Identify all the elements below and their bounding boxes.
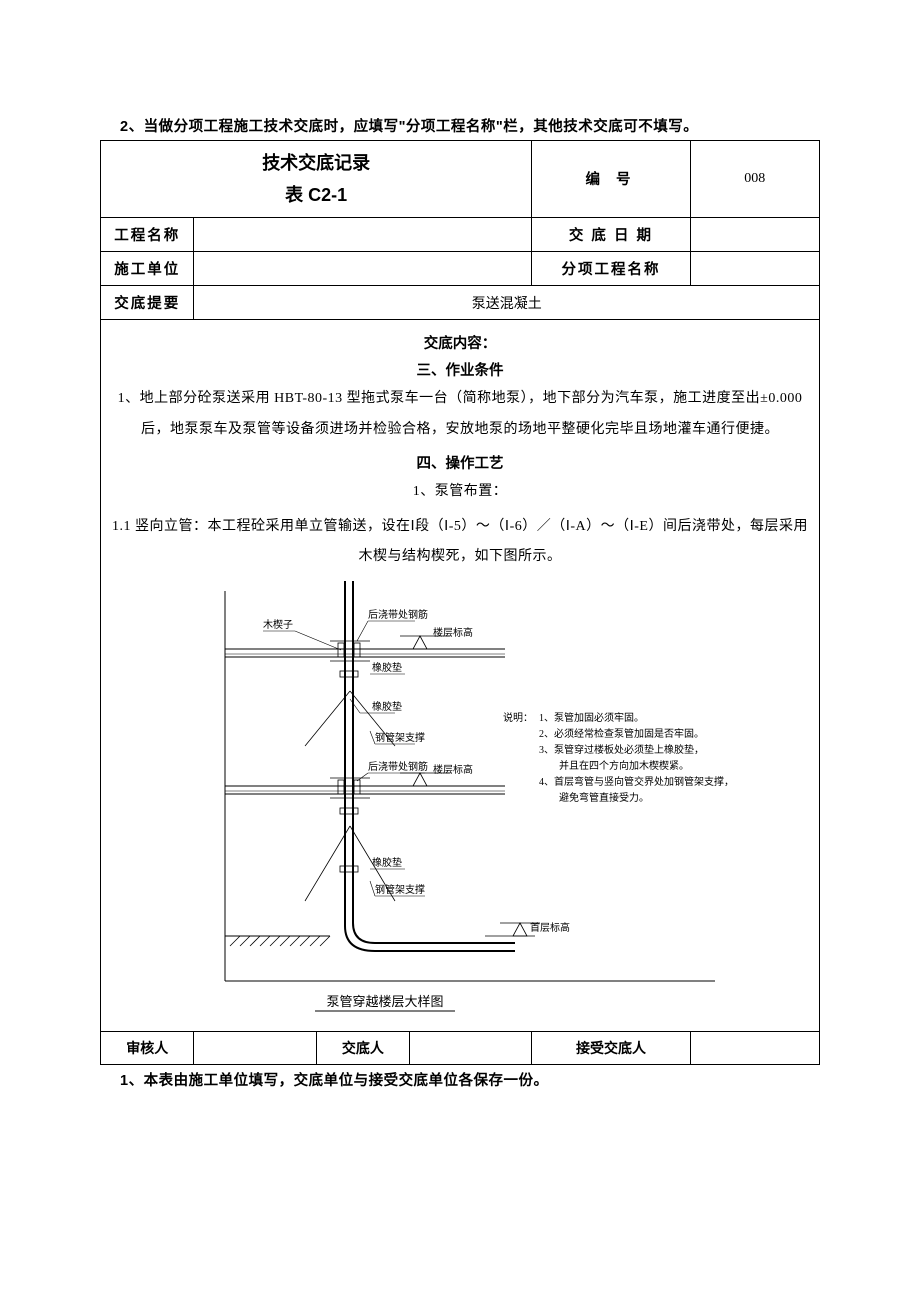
label-rubber-1: 橡胶垫 — [372, 661, 402, 674]
top-note: 2、当做分项工程施工技术交底时，应填写"分项工程名称"栏，其他技术交底可不填写。 — [100, 115, 820, 136]
jiaodi-label: 交底人 — [316, 1032, 409, 1065]
section3-p1: 1、地上部分砼泵送采用 HBT-80-13 型拖式泵车一台（简称地泵），地下部分… — [105, 384, 815, 446]
label-level-2: 楼层标高 — [433, 763, 473, 776]
section4-p2: 1.1 竖向立管：本工程砼采用单立管输送，设在Ⅰ段（Ⅰ-5）～（Ⅰ-6）／（Ⅰ-… — [105, 512, 815, 574]
jieshou-value — [690, 1032, 819, 1065]
label-shouceng: 首层标高 — [530, 921, 570, 934]
jiaodi-date-label: 交 底 日 期 — [532, 218, 690, 252]
construct-unit-label: 施工单位 — [101, 252, 194, 286]
bianhao-label: 编 号 — [532, 140, 690, 218]
title-line2: 表 C2-1 — [285, 185, 347, 205]
shuoming-4b: 避免弯管直接受力。 — [539, 791, 649, 804]
shenhe-value — [194, 1032, 316, 1065]
label-rubber-2: 橡胶垫 — [372, 700, 402, 713]
jiaodi-value — [410, 1032, 532, 1065]
diagram-caption: 泵管穿越楼层大样图 — [326, 994, 443, 1009]
subproj-value — [690, 252, 819, 286]
diagram-svg: 木楔子 后浇带处钢筋 楼层标高 橡胶垫 橡胶垫 — [175, 581, 745, 1021]
section4-p1: 1、泵管布置： — [105, 477, 815, 508]
diagram: 木楔子 后浇带处钢筋 楼层标高 橡胶垫 橡胶垫 — [105, 581, 815, 1021]
shuoming-3: 3、泵管穿过楼板处必须垫上橡胶垫， — [539, 743, 704, 756]
shuoming-4: 4、首层弯管与竖向管交界处加钢管架支撑， — [539, 775, 734, 788]
label-level-1: 楼层标高 — [433, 626, 473, 639]
label-houjiao-gangjin-1: 后浇带处钢筋 — [368, 608, 428, 621]
bianhao-value: 008 — [690, 140, 819, 218]
section3-title: 三、作业条件 — [105, 359, 815, 380]
shuoming-3b: 并且在四个方向加木楔楔紧。 — [539, 759, 689, 772]
shuoming-1: 1、泵管加固必须牢固。 — [539, 711, 644, 724]
subproj-label: 分项工程名称 — [532, 252, 690, 286]
proj-name-value — [194, 218, 532, 252]
label-houjiao-gangjin-2: 后浇带处钢筋 — [368, 760, 428, 773]
shuoming-2: 2、必须经常检查泵管加固是否牢固。 — [539, 727, 704, 740]
shuoming-label: 说明： — [503, 711, 533, 724]
content-cell: 交底内容： 三、作业条件 1、地上部分砼泵送采用 HBT-80-13 型拖式泵车… — [101, 320, 820, 1032]
section4-title: 四、操作工艺 — [105, 452, 815, 473]
label-rubber-3: 橡胶垫 — [372, 856, 402, 869]
record-table: 技术交底记录 表 C2-1 编 号 008 工程名称 交 底 日 期 施工单位 … — [100, 140, 820, 1066]
table-title: 技术交底记录 表 C2-1 — [101, 140, 532, 218]
tiyao-value: 泵送混凝土 — [194, 286, 820, 320]
label-support-2: 钢管架支撑 — [375, 883, 425, 896]
proj-name-label: 工程名称 — [101, 218, 194, 252]
jieshou-label: 接受交底人 — [532, 1032, 690, 1065]
label-mu-xiezi: 木楔子 — [263, 619, 293, 631]
construct-unit-value — [194, 252, 532, 286]
shenhe-label: 审核人 — [101, 1032, 194, 1065]
jiaodi-date-value — [690, 218, 819, 252]
label-support-1: 钢管架支撑 — [375, 731, 425, 744]
title-line1: 技术交底记录 — [262, 153, 370, 173]
content-label: 交底内容： — [105, 332, 815, 353]
tiyao-label: 交底提要 — [101, 286, 194, 320]
bottom-note: 1、本表由施工单位填写，交底单位与接受交底单位各保存一份。 — [100, 1069, 820, 1090]
